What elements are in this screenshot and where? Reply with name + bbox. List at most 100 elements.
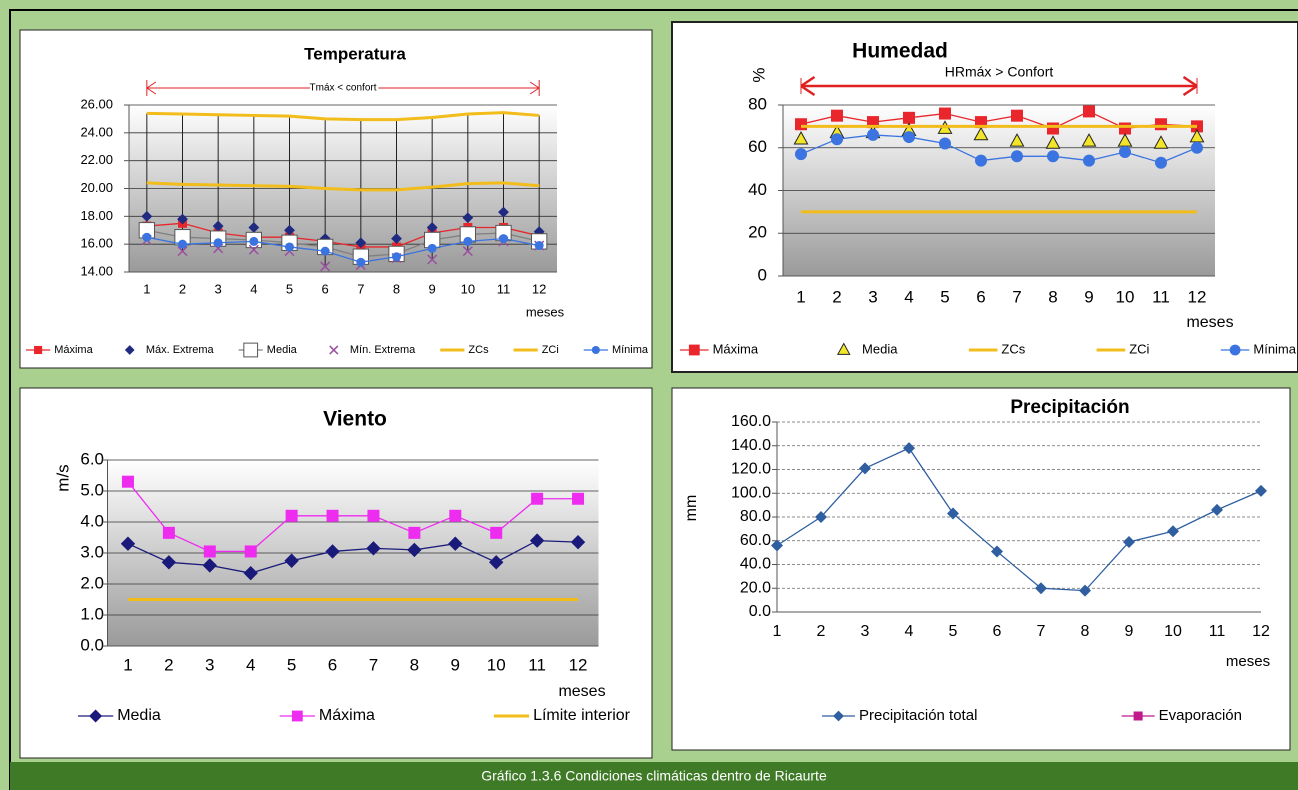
series-line	[146, 111, 540, 122]
x-tick-label: 5	[949, 623, 958, 640]
chart-panel	[671, 387, 1291, 751]
marker	[248, 244, 259, 255]
y-tick-label: 140.0	[731, 437, 771, 454]
x-tick-label: 5	[286, 281, 293, 296]
marker	[407, 542, 422, 558]
y-axis-label: m/s	[53, 464, 72, 491]
marker	[463, 236, 473, 246]
marker	[408, 526, 421, 539]
annotation: Tmáx < confort	[310, 83, 377, 94]
series-line	[146, 236, 540, 263]
legend-marker	[291, 710, 303, 722]
marker	[1035, 582, 1047, 595]
x-tick-label: 1	[143, 281, 150, 296]
y-tick-label: 0.0	[749, 603, 771, 620]
x-tick-label: 2	[832, 287, 841, 306]
marker	[815, 511, 827, 523]
marker	[367, 509, 380, 522]
x-tick-label: 3	[868, 287, 877, 306]
marker	[320, 246, 330, 256]
x-tick-label: 11	[1152, 287, 1170, 306]
marker	[427, 254, 438, 265]
legend-label: Evaporación	[1159, 707, 1242, 724]
arrow-head	[146, 81, 540, 95]
legend-label: Mínima	[612, 344, 649, 356]
legend-marker	[1133, 711, 1143, 721]
annotation: HRmáx > Confort	[945, 64, 1054, 80]
marker	[320, 261, 331, 272]
marker	[120, 536, 136, 551]
legend-label: ZCi	[1129, 341, 1149, 356]
x-tick-label: 9	[451, 655, 460, 674]
marker	[1155, 118, 1167, 131]
chart-title: Viento	[323, 408, 387, 431]
marker	[1119, 146, 1131, 159]
legend-label: Media	[862, 341, 898, 356]
x-tick-label: 4	[904, 287, 913, 306]
chart-title: Temperatura	[304, 44, 406, 63]
y-tick-label: 0.0	[80, 635, 104, 654]
marker	[795, 118, 807, 131]
marker	[572, 492, 585, 505]
x-tick-label: 9	[1084, 287, 1093, 306]
marker	[1083, 105, 1095, 118]
series-group	[138, 111, 548, 272]
marker	[285, 242, 294, 252]
arrow-head	[800, 75, 1198, 97]
marker	[1155, 156, 1167, 169]
x-tick-label: 10	[461, 281, 475, 296]
x-tick-label: 12	[532, 281, 546, 296]
x-tick-label: 7	[1037, 623, 1046, 640]
y-tick-label: 22.00	[80, 152, 113, 167]
x-tick-label: 7	[1012, 287, 1021, 306]
marker	[178, 239, 187, 249]
marker	[462, 246, 473, 257]
y-tick-label: 60	[748, 137, 767, 156]
legend-marker	[1229, 344, 1241, 356]
legend-marker	[591, 345, 600, 355]
x-tick-label: 10	[487, 655, 506, 674]
x-tick-label: 3	[205, 655, 214, 674]
legend-label: Mín. Extrema	[350, 344, 416, 356]
x-tick-label: 2	[164, 655, 173, 674]
marker	[284, 224, 295, 236]
x-tick-label: 3	[215, 281, 222, 296]
marker	[867, 128, 879, 141]
x-tick-label: 8	[1081, 623, 1090, 640]
y-tick-label: 0	[758, 265, 767, 284]
x-tick-label: 1	[123, 655, 132, 674]
marker	[1009, 133, 1025, 147]
y-tick-label: 40.0	[740, 556, 771, 573]
marker	[249, 236, 259, 246]
marker	[1167, 525, 1179, 538]
y-tick-label: 60.0	[740, 532, 771, 549]
marker	[939, 137, 951, 150]
y-tick-label: 20.0	[740, 579, 771, 596]
marker	[161, 555, 177, 570]
legend-marker	[688, 344, 700, 356]
marker	[244, 545, 257, 558]
marker	[903, 131, 915, 144]
marker	[212, 220, 224, 232]
x-tick-label: 6	[328, 655, 337, 674]
y-axis-label: mm	[683, 495, 700, 522]
series-line	[146, 181, 540, 192]
y-tick-label: 26.00	[80, 96, 113, 111]
x-tick-label: 4	[246, 655, 255, 674]
y-tick-label: 40	[748, 180, 767, 199]
legend-marker	[329, 345, 339, 355]
marker	[213, 238, 223, 248]
marker	[939, 107, 951, 120]
legend-label: ZCi	[542, 344, 559, 356]
x-axis-label: meses	[558, 683, 605, 700]
y-axis-label: %	[749, 67, 768, 82]
marker	[489, 555, 504, 570]
marker	[1047, 122, 1059, 135]
marker	[1119, 122, 1131, 135]
marker	[1081, 133, 1097, 147]
marker	[448, 536, 463, 551]
series-line	[127, 539, 579, 574]
x-tick-label: 4	[905, 623, 914, 640]
marker	[1045, 135, 1061, 149]
